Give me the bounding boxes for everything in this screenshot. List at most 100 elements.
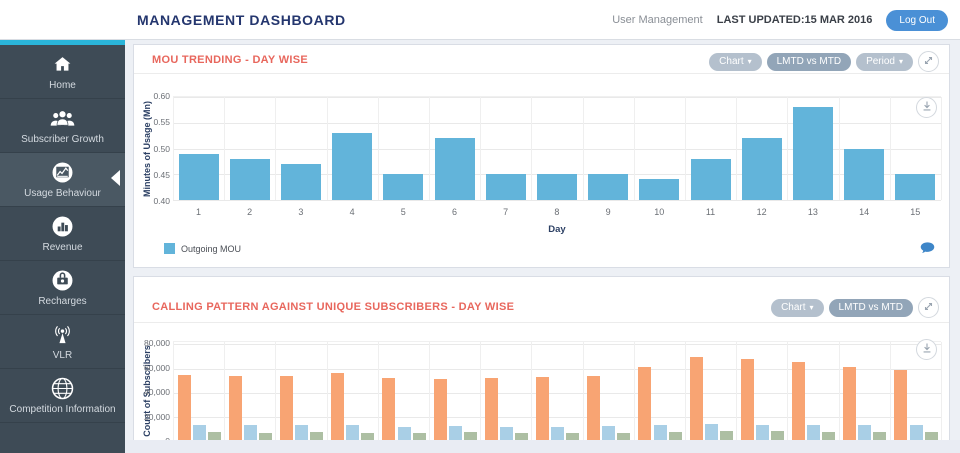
lmtd-vs-mtd-button[interactable]: LMTD vs MTD	[828, 298, 913, 317]
sidebar-item-home[interactable]: Home	[0, 45, 125, 99]
orange-bar-day-13[interactable]	[792, 361, 806, 441]
mou-bar-day-14[interactable]	[844, 148, 885, 200]
orange-bar-day-15[interactable]	[894, 370, 908, 441]
green-bar-day-14[interactable]	[873, 431, 887, 441]
y-tick-label: 20,000	[144, 411, 170, 422]
gridline	[889, 342, 891, 441]
mou-bar-day-9[interactable]	[588, 174, 629, 200]
gridline	[275, 342, 277, 441]
mou-bar-day-12[interactable]	[741, 138, 782, 200]
blue-bar-day-1[interactable]	[192, 425, 206, 441]
sidebar-item-vlr[interactable]: VLR	[0, 315, 125, 369]
green-bar-day-6[interactable]	[463, 431, 477, 441]
pill-label: Chart	[719, 56, 744, 67]
green-bar-day-3[interactable]	[310, 431, 324, 441]
green-bar-day-15[interactable]	[924, 431, 938, 441]
user-management-link[interactable]: User Management	[612, 14, 703, 26]
sidebar-item-recharges[interactable]: Recharges	[0, 261, 125, 315]
download-chart-button[interactable]	[916, 339, 937, 360]
orange-bar-day-8[interactable]	[536, 377, 550, 441]
mou-bar-day-4[interactable]	[332, 133, 373, 200]
y-tick-label: 0.60	[153, 91, 170, 101]
orange-bar-day-7[interactable]	[484, 377, 498, 441]
download-chart-button[interactable]	[916, 97, 937, 118]
chart-button[interactable]: Chart ▾	[709, 52, 762, 71]
orange-bar-day-14[interactable]	[843, 367, 857, 441]
expand-chart-button[interactable]	[918, 297, 939, 318]
orange-bar-day-12[interactable]	[740, 358, 754, 441]
blue-bar-day-9[interactable]	[602, 425, 616, 441]
active-item-notch	[111, 170, 120, 186]
last-updated-label: LAST UPDATED:15 MAR 2016	[716, 14, 873, 26]
x-tick-label: 10	[654, 207, 665, 217]
pill-label: LMTD vs MTD	[776, 56, 842, 67]
chart-button[interactable]: Chart ▾	[771, 298, 824, 317]
mou-bar-day-13[interactable]	[793, 107, 833, 200]
green-bar-day-5[interactable]	[412, 432, 426, 441]
gridline	[173, 416, 941, 418]
orange-bar-day-6[interactable]	[433, 378, 447, 441]
green-bar-day-7[interactable]	[515, 432, 529, 441]
mou-bar-day-2[interactable]	[229, 158, 270, 200]
period-button[interactable]: Period ▾	[856, 52, 913, 71]
orange-bar-day-3[interactable]	[280, 375, 294, 441]
subs-chart-plot	[173, 341, 942, 441]
mou-bar-day-10[interactable]	[639, 179, 680, 200]
blue-bar-day-15[interactable]	[909, 424, 923, 441]
x-tick-label: 15	[910, 207, 921, 217]
orange-bar-day-1[interactable]	[177, 374, 191, 441]
orange-bar-day-9[interactable]	[587, 375, 601, 441]
mou-bar-day-3[interactable]	[281, 163, 321, 200]
blue-bar-day-10[interactable]	[653, 425, 667, 441]
blue-bar-day-3[interactable]	[295, 425, 309, 441]
green-bar-day-13[interactable]	[822, 431, 836, 441]
comment-icon[interactable]	[920, 242, 935, 257]
green-bar-day-8[interactable]	[566, 432, 580, 441]
chevron-down-icon: ▾	[809, 302, 814, 312]
x-tick-label: 11	[705, 207, 716, 217]
blue-bar-day-8[interactable]	[551, 426, 565, 441]
mou-bar-day-1[interactable]	[178, 153, 219, 200]
page-title: MANAGEMENT DASHBOARD	[137, 12, 346, 28]
sidebar-item-competition-information[interactable]: Competition Information	[0, 369, 125, 423]
green-bar-day-9[interactable]	[617, 432, 631, 441]
legend-swatch	[164, 243, 175, 254]
green-bar-day-1[interactable]	[207, 431, 221, 441]
blue-bar-day-14[interactable]	[858, 424, 872, 441]
orange-bar-day-5[interactable]	[382, 377, 396, 441]
green-bar-day-10[interactable]	[668, 431, 682, 441]
mou-bar-day-11[interactable]	[690, 158, 731, 200]
orange-bar-day-2[interactable]	[228, 375, 242, 441]
blue-bar-day-13[interactable]	[807, 425, 821, 441]
blue-bar-day-5[interactable]	[397, 426, 411, 441]
blue-bar-day-4[interactable]	[346, 424, 360, 441]
y-tick-label: 0.45	[153, 169, 170, 180]
logout-button[interactable]: Log Out	[886, 9, 948, 31]
orange-bar-day-4[interactable]	[331, 372, 345, 441]
orange-bar-day-11[interactable]	[689, 357, 703, 441]
x-tick-label: 9	[605, 207, 611, 217]
mou-x-axis-title: Day	[548, 224, 566, 235]
blue-bar-day-7[interactable]	[499, 426, 513, 441]
sidebar-item-revenue[interactable]: Revenue	[0, 207, 125, 261]
green-bar-day-4[interactable]	[361, 432, 375, 441]
orange-bar-day-10[interactable]	[638, 367, 652, 441]
mou-bar-day-15[interactable]	[895, 174, 936, 200]
lmtd-vs-mtd-button[interactable]: LMTD vs MTD	[766, 52, 852, 71]
blue-bar-day-11[interactable]	[704, 424, 718, 441]
green-bar-day-2[interactable]	[259, 432, 273, 441]
green-bar-day-12[interactable]	[771, 431, 785, 441]
sidebar-item-subscriber-growth[interactable]: Subscriber Growth	[0, 99, 125, 153]
blue-bar-day-12[interactable]	[755, 424, 769, 441]
mou-bar-day-7[interactable]	[485, 174, 526, 200]
expand-chart-button[interactable]	[918, 51, 939, 72]
sidebar-item-usage-behaviour[interactable]: Usage Behaviour	[0, 153, 125, 207]
blue-bar-day-2[interactable]	[243, 425, 257, 441]
gridline	[736, 342, 738, 441]
green-bar-day-11[interactable]	[719, 431, 733, 441]
mou-bar-day-6[interactable]	[434, 138, 475, 200]
blue-bar-day-6[interactable]	[448, 425, 462, 441]
panel1-header: MOU TRENDING - DAY WISE Chart ▾ LMTD vs MT…	[134, 45, 949, 74]
mou-bar-day-8[interactable]	[537, 174, 577, 200]
mou-bar-day-5[interactable]	[383, 174, 424, 200]
